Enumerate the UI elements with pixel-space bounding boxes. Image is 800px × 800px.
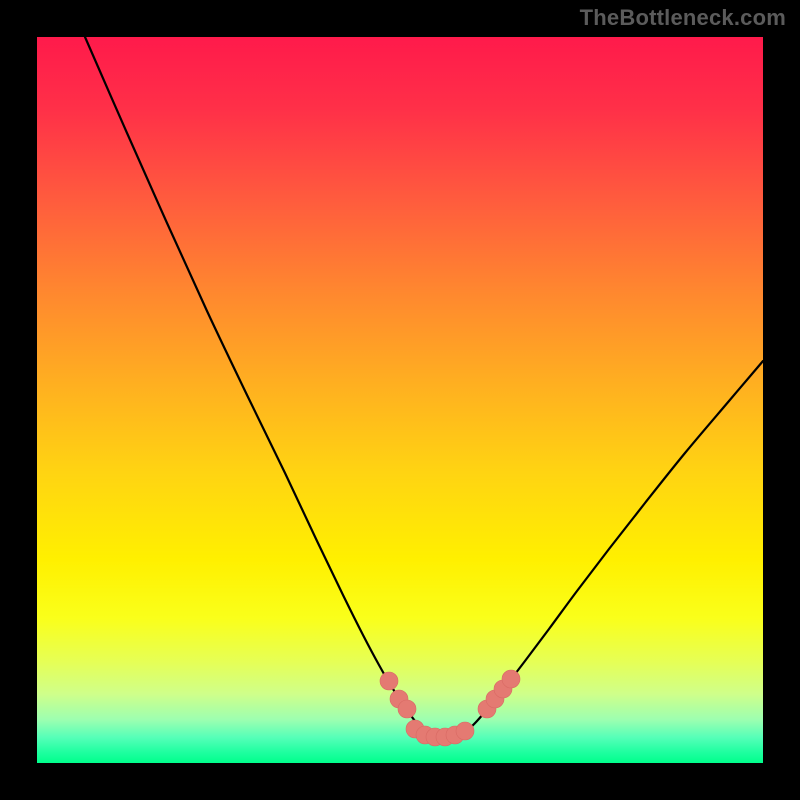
plot-area	[37, 37, 763, 763]
marker-left-cluster-2	[398, 700, 416, 718]
marker-left-cluster-0	[380, 672, 398, 690]
curve-left-curve	[85, 37, 425, 731]
marker-bottom-cluster-5	[456, 722, 474, 740]
marker-right-cluster-3	[502, 670, 520, 688]
watermark-text: TheBottleneck.com	[580, 5, 786, 31]
chart-frame: TheBottleneck.com	[0, 0, 800, 800]
chart-svg	[37, 37, 763, 763]
